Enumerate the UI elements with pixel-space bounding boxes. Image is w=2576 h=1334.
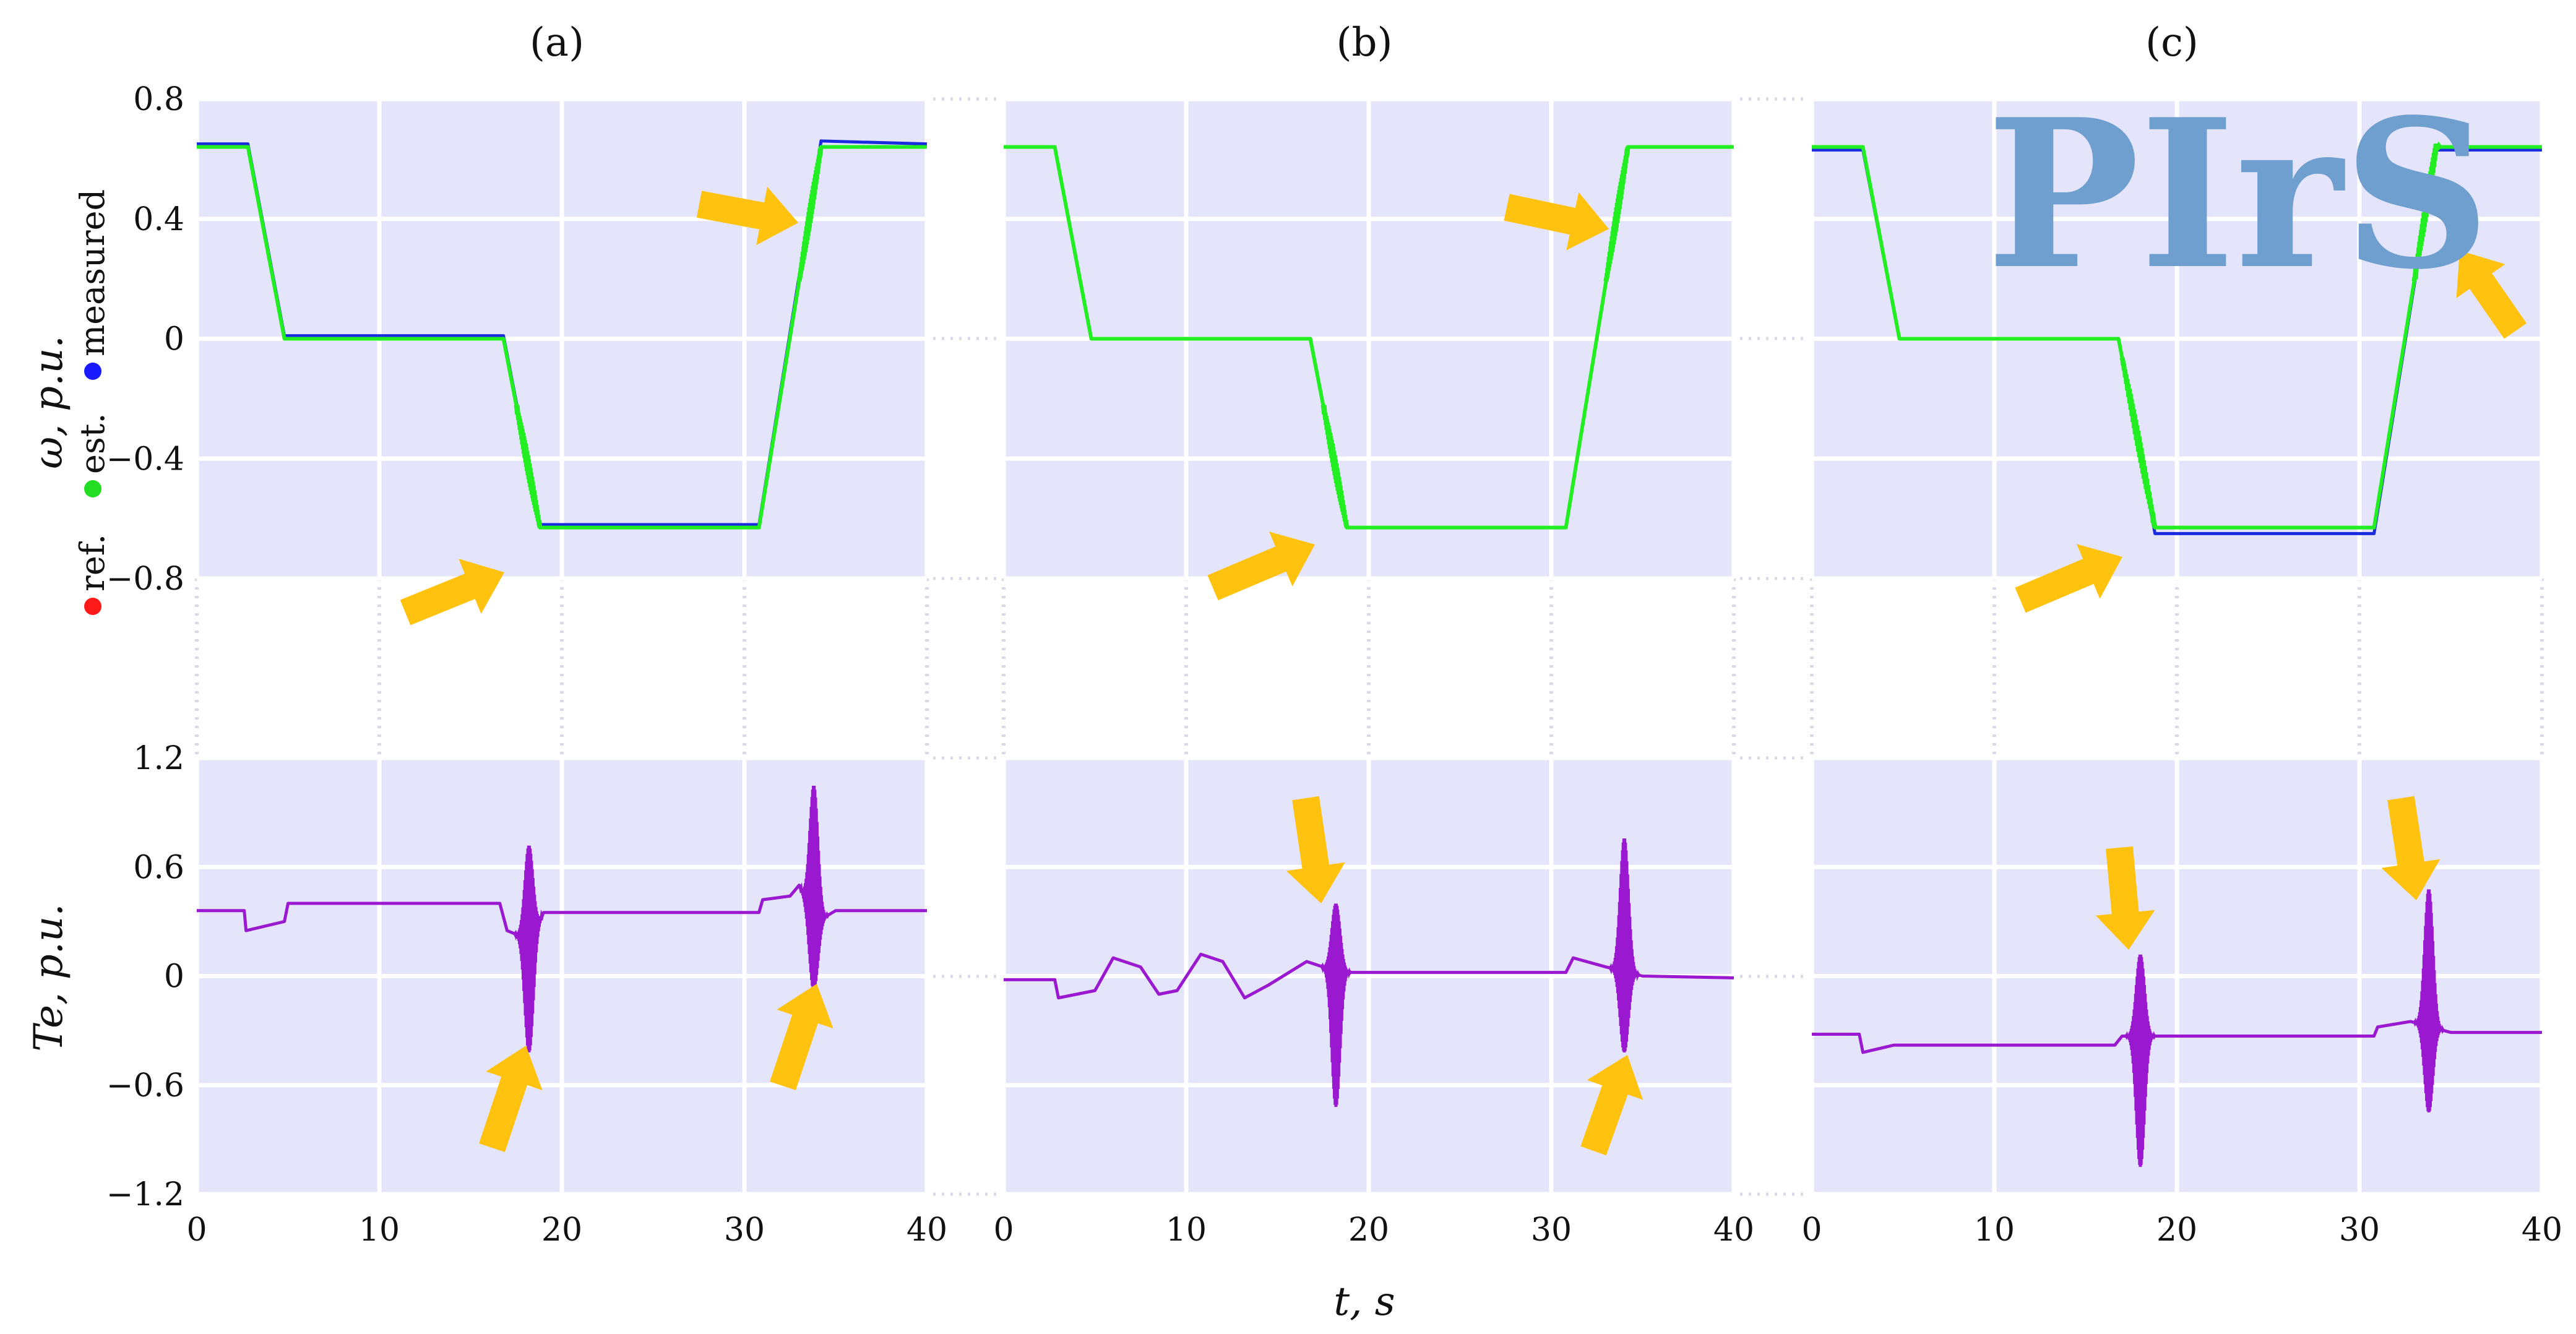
subplot-torque-b: 0 10 20 30 40 — [993, 755, 1754, 1249]
annotation-arrow — [696, 186, 798, 246]
legend: ref. est. measured — [73, 189, 112, 615]
estimate-oscillation — [1320, 404, 1350, 528]
annotation-arrow — [1286, 796, 1345, 903]
estimate-oscillation — [1603, 146, 1630, 282]
x-tick-label: 20 — [541, 1211, 582, 1249]
x-tick-label: 0 — [1801, 1211, 1822, 1249]
torque-burst — [2413, 889, 2445, 1112]
legend-est-label: est. — [73, 413, 112, 474]
x-tick-label: 0 — [186, 1211, 207, 1249]
panel-title-a: (a) — [530, 20, 584, 66]
annotation-arrow — [1580, 1055, 1643, 1156]
watermark-text: PIrS — [1986, 74, 2491, 314]
x-tick-label: 10 — [1166, 1211, 1207, 1249]
y-tick-label: 0 — [164, 958, 184, 996]
panel-title-c: (c) — [2145, 20, 2199, 66]
panel-title-b: (b) — [1337, 20, 1393, 66]
torque-burst — [2124, 954, 2156, 1167]
estimate-oscillation — [514, 404, 543, 528]
annotation-arrow — [1504, 192, 1609, 251]
subplot-torque-a: 0 10 20 30 40 1.2 0.6 0 −0.6 −1.2 — [106, 740, 947, 1249]
subplot-speed-a: 0.8 0.4 0 −0.4 −0.8 — [106, 81, 929, 598]
y-tick-label: 0.4 — [133, 201, 184, 238]
plot-area: 0.80.40−0.4−0.80 10 20 30 401.20.60−0.6−1.20… — [106, 81, 2562, 1249]
x-tick-label: 0 — [993, 1211, 1014, 1249]
y-tick-label: 0 — [164, 321, 184, 358]
estimate-oscillation — [796, 146, 824, 282]
annotation-arrow — [770, 984, 834, 1090]
omega-axis-label: ω, p.u. — [26, 335, 72, 469]
x-tick-label: 40 — [907, 1211, 947, 1249]
legend-measured-label: measured — [73, 189, 112, 356]
annotation-arrow — [2456, 251, 2527, 339]
y-tick-label: 0.8 — [133, 81, 184, 118]
x-tick-label: 20 — [1348, 1211, 1389, 1249]
estimate-oscillation — [2119, 357, 2158, 528]
annotation-arrow — [479, 1046, 543, 1152]
torque-burst — [1608, 838, 1640, 1052]
annotation-arrow — [400, 559, 504, 626]
legend-ref-label: ref. — [73, 534, 112, 592]
legend-est-marker — [84, 480, 101, 497]
x-tick-label: 40 — [2522, 1211, 2562, 1249]
torque-burst — [513, 845, 545, 1052]
estimate-oscillation — [2411, 141, 2442, 282]
y-tick-label: −0.6 — [106, 1067, 184, 1104]
x-tick-label: 40 — [1713, 1211, 1754, 1249]
subplot-torque-c: 0 10 20 30 40 — [1801, 755, 2562, 1249]
y-tick-label: 1.2 — [133, 740, 184, 777]
x-tick-label: 20 — [2156, 1211, 2197, 1249]
annotation-arrow — [2381, 796, 2440, 900]
x-tick-label: 30 — [1531, 1211, 1572, 1249]
annotation-arrow — [2015, 544, 2122, 613]
y-tick-label: 0.6 — [133, 849, 184, 886]
y-tick-label: −1.2 — [106, 1176, 184, 1213]
time-axis-label: t, s — [1333, 1279, 1395, 1325]
torque-burst — [1320, 903, 1352, 1108]
series-line-Te — [1004, 952, 1734, 1000]
x-tick-label: 10 — [1974, 1211, 2015, 1249]
annotation-arrow — [2095, 846, 2155, 950]
subplot-speed-b — [1001, 97, 1736, 581]
annotation-arrow — [1207, 531, 1315, 601]
y-tick-label: −0.4 — [106, 441, 184, 478]
legend-measured-marker — [84, 363, 101, 380]
x-tick-label: 10 — [359, 1211, 400, 1249]
y-tick-label: −0.8 — [106, 561, 184, 598]
torque-axis-label: Te, p.u. — [26, 903, 72, 1051]
legend-ref-marker — [84, 598, 101, 615]
x-tick-label: 30 — [2339, 1211, 2380, 1249]
x-tick-label: 30 — [724, 1211, 765, 1249]
subplot-speed-c — [1809, 97, 2544, 581]
